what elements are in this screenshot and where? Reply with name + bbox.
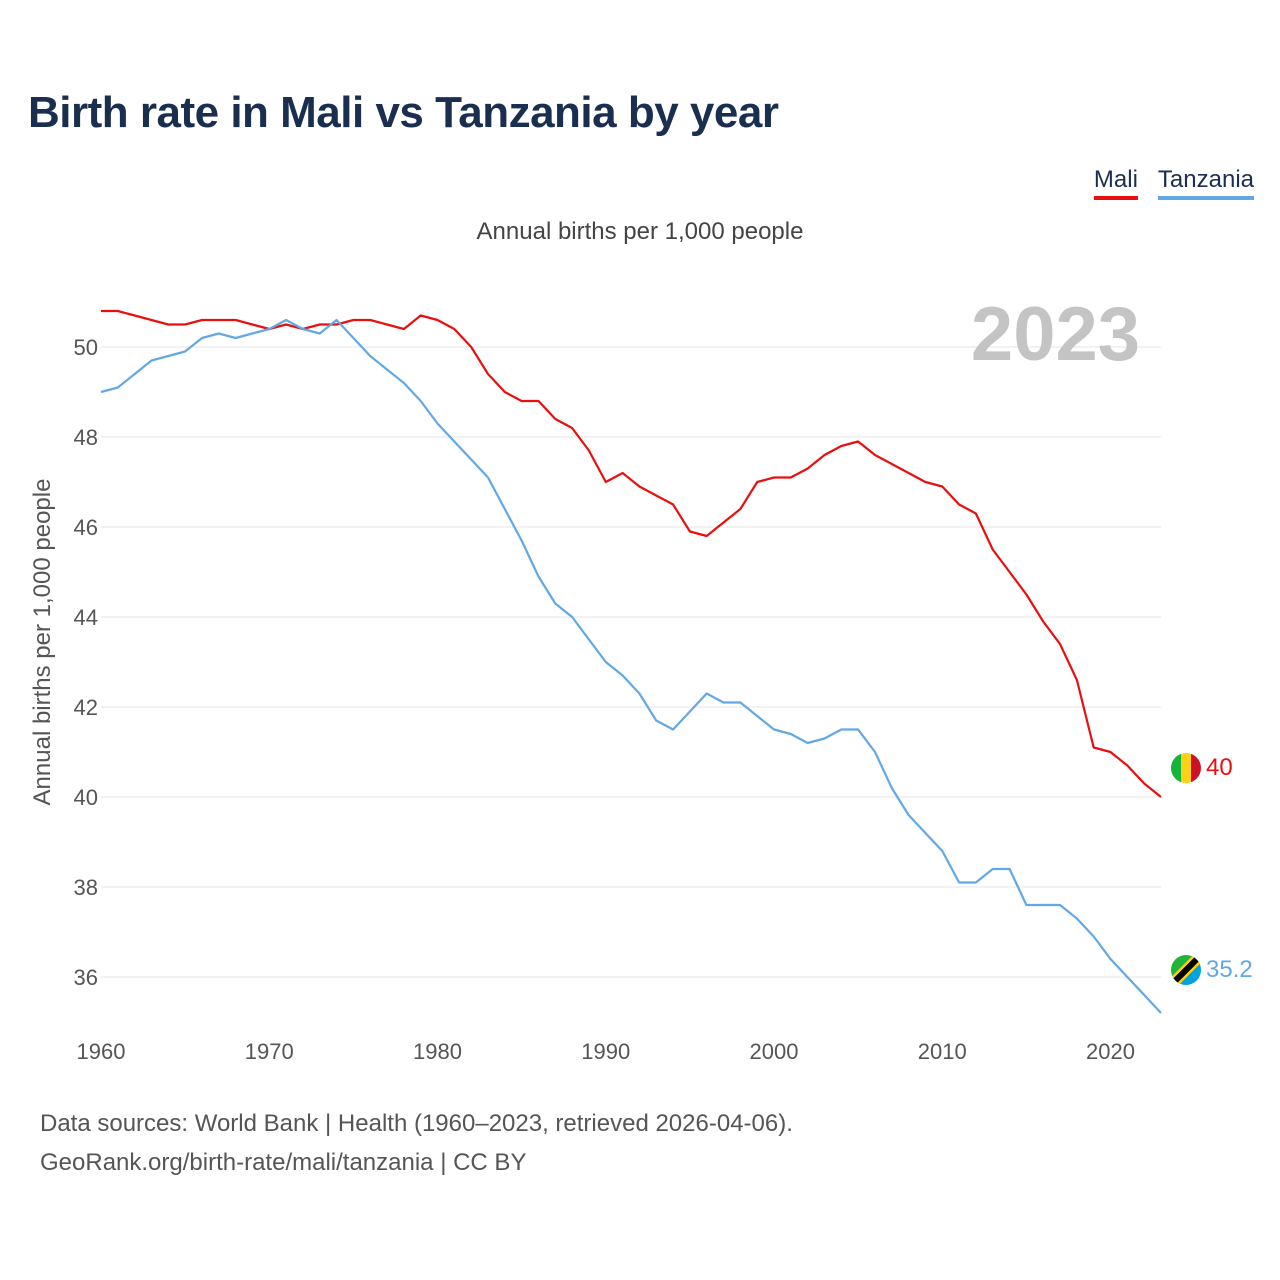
series-lines xyxy=(100,309,1162,1014)
y-tick-label: 42 xyxy=(74,695,98,720)
y-tick-label: 48 xyxy=(74,425,98,450)
y-tick-label: 46 xyxy=(74,515,98,540)
x-tick-label: 2000 xyxy=(750,1039,799,1064)
legend-item-mali[interactable]: Mali xyxy=(1093,166,1138,200)
mali-flag-icon xyxy=(1171,753,1201,783)
source-line-2: GeoRank.org/birth-rate/mali/tanzania | C… xyxy=(40,1149,527,1176)
end-value-tanzania: 35.2 xyxy=(1206,956,1253,983)
y-tick-label: 36 xyxy=(74,965,98,990)
x-axis-ticks: 1960 1970 1980 1990 2000 2010 2020 xyxy=(77,1039,1135,1064)
grid-lines xyxy=(101,346,1161,978)
end-value-mali: 40 xyxy=(1206,754,1233,781)
y-axis-label: Annual births per 1,000 people xyxy=(29,479,56,806)
source-note: Data sources: World Bank | Health (1960–… xyxy=(40,1104,793,1182)
y-tick-label: 44 xyxy=(74,605,98,630)
x-tick-label: 1990 xyxy=(581,1039,630,1064)
series-line-tanzania xyxy=(100,318,1162,1014)
source-line-1: Data sources: World Bank | Health (1960–… xyxy=(40,1110,793,1137)
chart-title: Birth rate in Mali vs Tanzania by year xyxy=(28,88,779,137)
x-tick-label: 1980 xyxy=(413,1039,462,1064)
x-tick-label: 1970 xyxy=(245,1039,294,1064)
y-tick-label: 38 xyxy=(74,875,98,900)
y-tick-label: 40 xyxy=(74,785,98,810)
legend-item-tanzania[interactable]: Tanzania xyxy=(1157,166,1254,200)
x-tick-label: 2010 xyxy=(918,1039,967,1064)
legend: Mali Tanzania xyxy=(1093,166,1254,200)
x-tick-label: 2020 xyxy=(1086,1039,1135,1064)
year-watermark: 2023 xyxy=(971,292,1140,377)
tanzania-flag-icon xyxy=(1171,955,1201,985)
y-tick-label: 50 xyxy=(74,335,98,360)
chart-subtitle: Annual births per 1,000 people xyxy=(476,218,804,245)
line-chart: 36 38 40 42 44 46 48 50 1960 1970 1980 1990 2000 201… xyxy=(29,292,1253,1064)
y-axis-ticks: 36 38 40 42 44 46 48 50 xyxy=(74,335,98,990)
series-line-mali xyxy=(101,309,1162,798)
x-tick-label: 1960 xyxy=(77,1039,126,1064)
